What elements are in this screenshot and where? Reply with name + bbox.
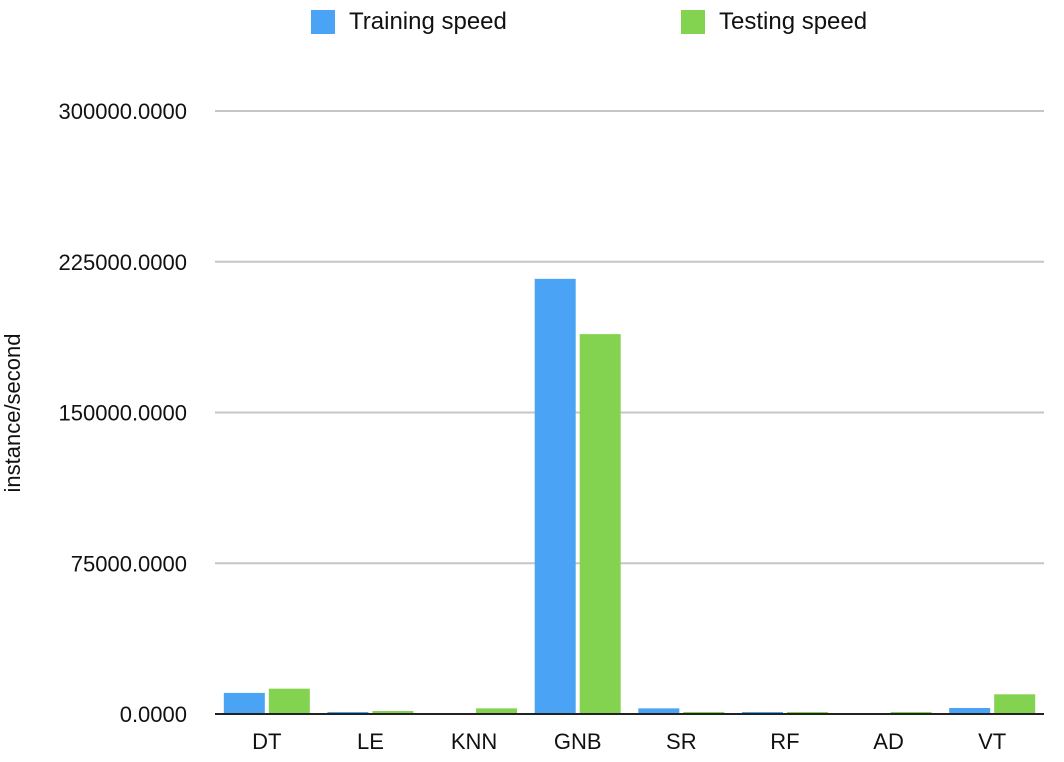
legend-swatch-training — [311, 10, 335, 34]
legend-label-testing: Testing speed — [719, 8, 868, 35]
bars — [223, 278, 1036, 714]
bar-training-sr — [638, 708, 680, 714]
y-tick-label: 300000.0000 — [59, 99, 187, 124]
bar-training-gnb — [534, 278, 576, 714]
x-tick-label: RF — [770, 729, 799, 754]
bar-testing-gnb — [579, 334, 621, 714]
y-axis-title: instance/second — [0, 334, 25, 493]
y-axis-ticks: 0.0000 75000.0000 150000.0000 225000.0000 30… — [59, 99, 187, 727]
x-tick-label: AD — [873, 729, 904, 754]
y-tick-label: 150000.0000 — [59, 401, 187, 426]
x-tick-label: KNN — [451, 729, 497, 754]
bar-training-vt — [949, 707, 991, 714]
legend-label-training: Training speed — [349, 8, 507, 35]
y-tick-label: 0.0000 — [120, 702, 187, 727]
bar-testing-le — [372, 710, 414, 714]
x-tick-label: VT — [978, 729, 1006, 754]
x-tick-label: SR — [666, 729, 697, 754]
legend: Training speed Testing speed — [0, 8, 1064, 38]
legend-item-testing: Testing speed — [681, 8, 867, 36]
x-tick-label: LE — [357, 729, 384, 754]
x-axis-ticks: DT LE KNN GNB SR RF AD VT — [252, 729, 1006, 754]
legend-swatch-testing — [681, 10, 705, 34]
bar-testing-vt — [994, 694, 1036, 714]
legend-item-training: Training speed — [311, 8, 507, 36]
bar-testing-dt — [268, 688, 310, 714]
grid-lines — [215, 110, 1044, 565]
bar-training-dt — [223, 692, 265, 714]
y-tick-label: 75000.0000 — [71, 551, 187, 576]
bar-testing-knn — [476, 708, 518, 714]
x-tick-label: DT — [252, 729, 281, 754]
x-tick-label: GNB — [554, 729, 602, 754]
y-tick-label: 225000.0000 — [59, 250, 187, 275]
